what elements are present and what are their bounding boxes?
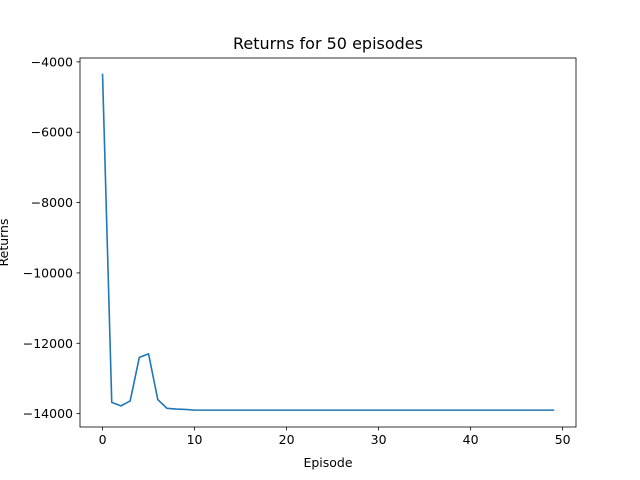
x-tick-label: 0 xyxy=(99,432,107,447)
x-axis-label: Episode xyxy=(303,455,352,470)
x-tick-label: 40 xyxy=(463,432,479,447)
y-tick-label: −6000 xyxy=(31,125,73,140)
x-tick-label: 30 xyxy=(371,432,387,447)
x-tick-label: 50 xyxy=(555,432,571,447)
y-tick-label: −4000 xyxy=(31,54,73,69)
y-axis-label: Returns xyxy=(0,219,11,267)
y-tick-label: −10000 xyxy=(23,265,73,280)
plot-area xyxy=(80,58,576,427)
y-axis-ticks: −14000 −12000 −10000 −8000 −6000 −4000 xyxy=(23,54,80,421)
series-line-0 xyxy=(101,73,555,411)
chart-title: Returns for 50 episodes xyxy=(233,34,423,53)
x-tick-label: 10 xyxy=(187,432,203,447)
series-layer xyxy=(101,73,555,411)
x-axis-ticks: 0 10 20 30 40 50 xyxy=(99,427,571,447)
plot-frame xyxy=(79,57,577,428)
y-tick-label: −8000 xyxy=(31,195,73,210)
y-tick-label: −14000 xyxy=(23,406,73,421)
y-tick-label: −12000 xyxy=(23,336,73,351)
x-tick-label: 20 xyxy=(279,432,295,447)
